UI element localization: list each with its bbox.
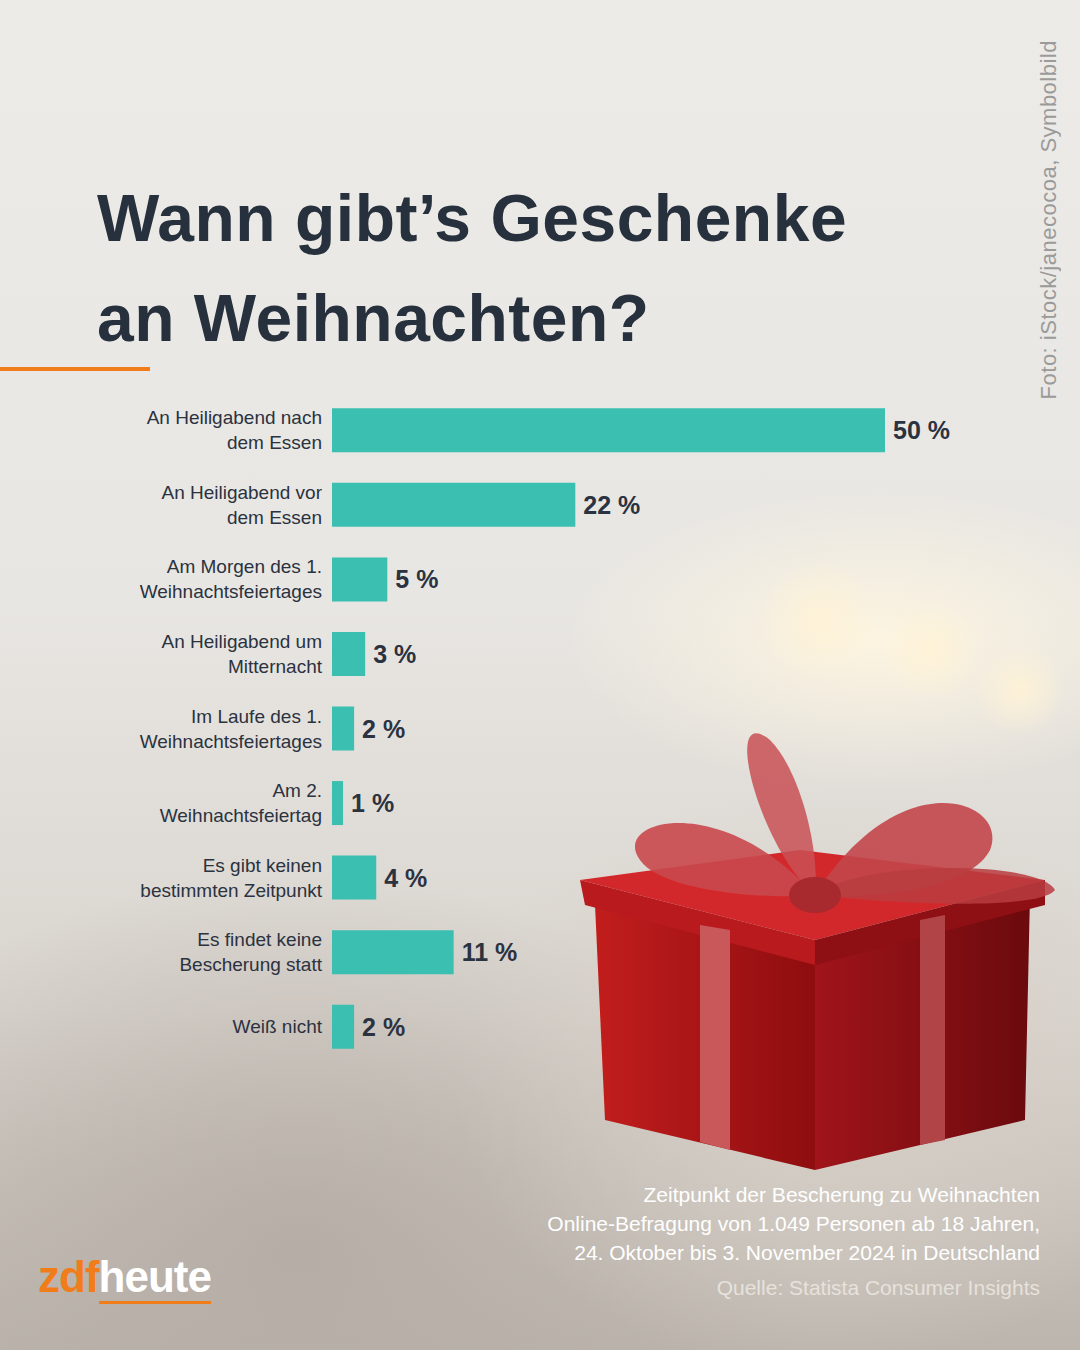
- svg-text:Es findet keine: Es findet keine: [197, 929, 322, 950]
- html-text:Quelle: Statista Consumer Insi: Quelle: Statista Consumer Insights: [716, 1276, 1040, 1299]
- html-text:Wann gibt’s Geschenke an Weihn: Wann gibt’s Geschenke an Weihnachten?: [97, 181, 848, 355]
- svg-text:Es gibt keinen: Es gibt keinen: [203, 855, 322, 876]
- svg-text:11 %: 11 %: [462, 938, 518, 966]
- svg-text:dem Essen: dem Essen: [227, 432, 322, 453]
- svg-text:1 %: 1 %: [351, 789, 394, 817]
- svg-text:2 %: 2 %: [362, 715, 405, 743]
- html-text:Zeitpunkt der Bescherung zu We: Zeitpunkt der Bescherung zu Weihnachten: [643, 1183, 1040, 1206]
- svg-text:Weihnachtsfeiertages: Weihnachtsfeiertages: [140, 581, 322, 602]
- svg-text:dem Essen: dem Essen: [227, 507, 322, 528]
- svg-text:An Heiligabend um: An Heiligabend um: [161, 631, 322, 652]
- html-text:24. Oktober bis 3. November 20: 24. Oktober bis 3. November 2024 in Deut…: [574, 1241, 1040, 1264]
- svg-text:An Heiligabend vor: An Heiligabend vor: [161, 482, 322, 503]
- svg-text:Weihnachtsfeiertages: Weihnachtsfeiertages: [140, 731, 322, 752]
- svg-text:4 %: 4 %: [384, 864, 427, 892]
- svg-text:2 %: 2 %: [362, 1013, 405, 1041]
- svg-text:50 %: 50 %: [893, 416, 950, 444]
- html-text:Foto: iStock/janecocoa, Symbol: Foto: iStock/janecocoa, Symbolbild: [1036, 40, 1061, 400]
- svg-text:5 %: 5 %: [395, 565, 438, 593]
- svg-text:An Heiligabend nach: An Heiligabend nach: [147, 407, 322, 428]
- svg-text:bestimmten Zeitpunkt: bestimmten Zeitpunkt: [140, 880, 322, 901]
- svg-text:Am 2.: Am 2.: [272, 780, 322, 801]
- svg-text:3 %: 3 %: [373, 640, 416, 668]
- svg-text:Weihnachtsfeiertag: Weihnachtsfeiertag: [160, 805, 322, 826]
- svg-text:Am Morgen des 1.: Am Morgen des 1.: [167, 556, 322, 577]
- svg-text:Im Laufe des 1.: Im Laufe des 1.: [191, 706, 322, 727]
- html-text:Online-Befragung von 1.049 Per: Online-Befragung von 1.049 Personen ab 1…: [547, 1212, 1040, 1235]
- svg-text:Weiß nicht: Weiß nicht: [233, 1016, 323, 1037]
- html-text:zdf heute: zdf heute: [38, 1252, 211, 1301]
- svg-text:Mitternacht: Mitternacht: [228, 656, 323, 677]
- svg-text:Bescherung statt: Bescherung statt: [179, 954, 322, 975]
- svg-text:22 %: 22 %: [583, 491, 640, 519]
